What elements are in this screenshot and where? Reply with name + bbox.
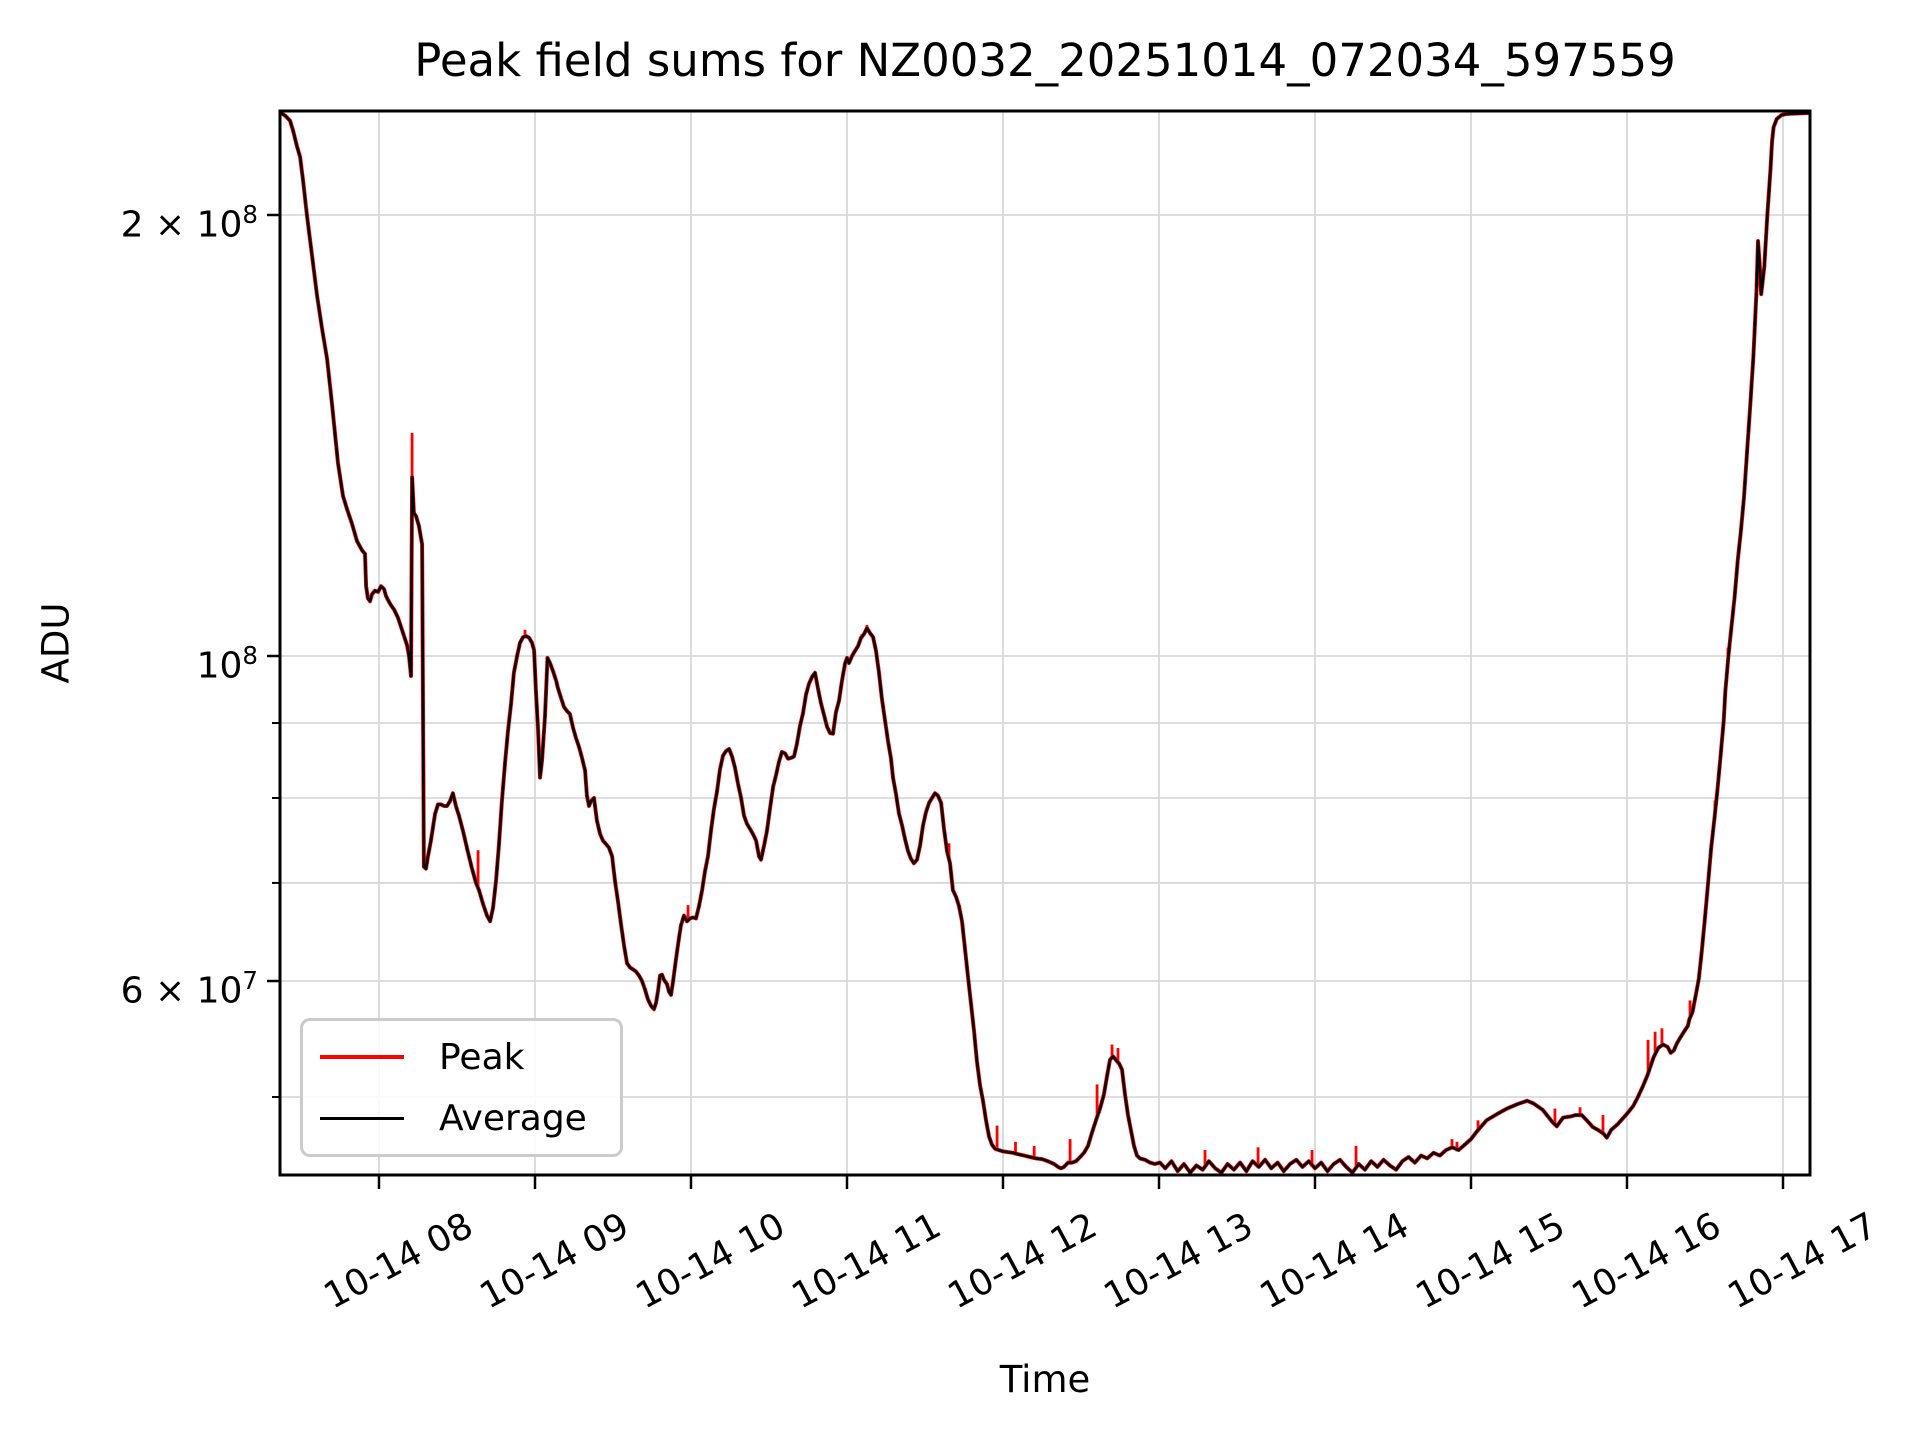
- y-tick-label: 2 × 108: [120, 199, 258, 246]
- y-tick-label: 6 × 107: [120, 966, 258, 1012]
- legend-item-peak: Peak: [303, 1032, 620, 1082]
- x-axis-label: Time: [999, 1358, 1091, 1401]
- legend: Peak Average: [300, 1018, 623, 1157]
- tick-marks: [267, 213, 1785, 1189]
- data-curves: [280, 111, 1810, 1175]
- chart-title: Peak field sums for NZ0032_20251014_0720…: [414, 34, 1676, 87]
- y-axis-label: ADU: [34, 602, 78, 684]
- peak-line-sample: [320, 1055, 404, 1059]
- legend-label-average: Average: [439, 1097, 587, 1139]
- legend-label-peak: Peak: [439, 1036, 525, 1078]
- axes-frame: [278, 109, 1812, 1177]
- legend-item-average: Average: [303, 1093, 620, 1143]
- gridlines: [280, 111, 1810, 1175]
- y-tick-label: 108: [196, 641, 258, 687]
- average-line-sample: [320, 1116, 404, 1120]
- peak-series-line: [280, 111, 1810, 1175]
- average-series-line: [280, 111, 1810, 1174]
